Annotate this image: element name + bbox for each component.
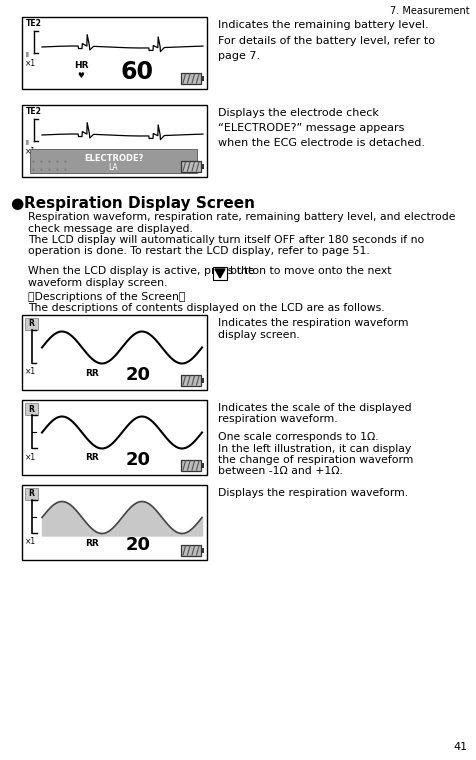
Bar bbox=[200, 548, 204, 553]
Bar bbox=[22, 400, 207, 475]
Text: waveform display screen.: waveform display screen. bbox=[28, 277, 167, 287]
Text: ♥: ♥ bbox=[78, 71, 84, 80]
Bar bbox=[180, 161, 200, 172]
Bar bbox=[200, 463, 204, 468]
Text: The descriptions of contents displayed on the LCD are as follows.: The descriptions of contents displayed o… bbox=[28, 303, 384, 313]
Bar bbox=[180, 73, 200, 84]
Text: ×1: ×1 bbox=[25, 452, 36, 461]
Text: Indicates the remaining battery level.: Indicates the remaining battery level. bbox=[218, 20, 428, 30]
Bar bbox=[22, 485, 207, 560]
Text: Displays the respiration waveform.: Displays the respiration waveform. bbox=[218, 488, 407, 498]
Bar bbox=[22, 105, 207, 177]
Text: 41: 41 bbox=[453, 742, 467, 752]
Text: ELECTRODE?: ELECTRODE? bbox=[84, 154, 143, 163]
Bar bbox=[200, 76, 204, 81]
Bar bbox=[25, 403, 38, 415]
Text: One scale corresponds to 1Ω.: One scale corresponds to 1Ω. bbox=[218, 432, 378, 442]
Text: ×1: ×1 bbox=[25, 537, 36, 546]
Text: RR: RR bbox=[85, 369, 99, 378]
Text: ●: ● bbox=[10, 196, 23, 211]
Text: II: II bbox=[25, 52, 29, 58]
Text: 20: 20 bbox=[126, 451, 151, 469]
Text: Indicates the respiration waveform: Indicates the respiration waveform bbox=[218, 318, 407, 328]
Text: RR: RR bbox=[85, 454, 99, 463]
Text: II: II bbox=[25, 140, 29, 146]
Text: R: R bbox=[29, 404, 34, 413]
Bar bbox=[25, 318, 38, 330]
Text: ×1: ×1 bbox=[25, 368, 36, 376]
Text: In the left illustration, it can display: In the left illustration, it can display bbox=[218, 444, 410, 454]
Text: 7. Measurement: 7. Measurement bbox=[389, 6, 469, 16]
Bar bbox=[30, 149, 197, 173]
Text: Displays the electrode check
“ELECTRODE?” message appears
when the ECG electrode: Displays the electrode check “ELECTRODE?… bbox=[218, 108, 424, 147]
Bar bbox=[200, 378, 204, 383]
Text: HR: HR bbox=[74, 61, 88, 69]
Text: ×1: ×1 bbox=[25, 59, 36, 68]
Bar bbox=[180, 460, 200, 471]
Text: 20: 20 bbox=[126, 536, 151, 554]
Bar bbox=[180, 375, 200, 386]
Text: For details of the battery level, refer to
page 7.: For details of the battery level, refer … bbox=[218, 36, 434, 61]
Text: R: R bbox=[29, 489, 34, 499]
Text: button to move onto the next: button to move onto the next bbox=[229, 266, 391, 276]
Text: Respiration waveform, respiration rate, remaining battery level, and electrode: Respiration waveform, respiration rate, … bbox=[28, 212, 455, 222]
Text: respiration waveform.: respiration waveform. bbox=[218, 414, 337, 425]
Text: the change of respiration waveform: the change of respiration waveform bbox=[218, 455, 413, 465]
Text: The LCD display will automatically turn itself OFF after 180 seconds if no: The LCD display will automatically turn … bbox=[28, 235, 423, 245]
Bar bbox=[213, 267, 227, 280]
Bar bbox=[200, 163, 204, 169]
Text: 20: 20 bbox=[126, 366, 151, 384]
Polygon shape bbox=[215, 269, 225, 278]
Bar bbox=[25, 488, 38, 500]
Text: When the LCD display is active, press the: When the LCD display is active, press th… bbox=[28, 266, 254, 276]
Text: R: R bbox=[29, 319, 34, 328]
Text: between -1Ω and +1Ω.: between -1Ω and +1Ω. bbox=[218, 467, 342, 477]
Bar bbox=[22, 17, 207, 89]
Text: RR: RR bbox=[85, 539, 99, 547]
Bar bbox=[22, 315, 207, 390]
Text: operation is done. To restart the LCD display, refer to page 51.: operation is done. To restart the LCD di… bbox=[28, 246, 369, 257]
Text: 60: 60 bbox=[120, 60, 153, 84]
Bar bbox=[180, 545, 200, 556]
Text: TE2: TE2 bbox=[26, 107, 42, 116]
Text: display screen.: display screen. bbox=[218, 330, 299, 340]
Text: Indicates the scale of the displayed: Indicates the scale of the displayed bbox=[218, 403, 411, 413]
Text: check message are displayed.: check message are displayed. bbox=[28, 223, 192, 233]
Text: 【Descriptions of the Screen】: 【Descriptions of the Screen】 bbox=[28, 292, 185, 302]
Text: Respiration Display Screen: Respiration Display Screen bbox=[24, 196, 255, 211]
Text: ×1: ×1 bbox=[25, 147, 36, 157]
Text: LA: LA bbox=[109, 163, 118, 172]
Text: TE2: TE2 bbox=[26, 19, 42, 28]
